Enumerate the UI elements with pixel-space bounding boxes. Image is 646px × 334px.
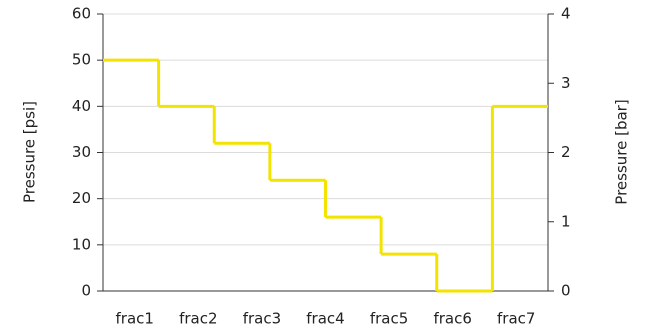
y-tick-label: 50 [72, 51, 91, 69]
y-tick-label: 10 [72, 235, 91, 253]
y-tick-label: 30 [72, 143, 91, 161]
x-tick-label: frac6 [433, 310, 471, 328]
y2-tick-label: 4 [561, 5, 571, 23]
y2-axis-title: Pressure [bar] [613, 99, 631, 204]
y2-tick-label: 2 [561, 143, 571, 161]
x-tick-label: frac7 [497, 310, 535, 328]
y-tick-label: 60 [72, 5, 91, 23]
y2-tick-label: 1 [561, 212, 571, 230]
y-tick-label: 40 [72, 97, 91, 115]
x-tick-label: frac4 [306, 310, 344, 328]
y-axis-title: Pressure [psi] [21, 101, 39, 203]
x-tick-label: frac2 [179, 310, 217, 328]
x-tick-label: frac1 [116, 310, 154, 328]
y2-tick-label: 3 [561, 74, 571, 92]
y-tick-label: 0 [81, 282, 91, 300]
y2-tick-label: 0 [561, 282, 571, 300]
x-tick-label: frac3 [243, 310, 281, 328]
y-tick-label: 20 [72, 189, 91, 207]
x-tick-label: frac5 [370, 310, 408, 328]
